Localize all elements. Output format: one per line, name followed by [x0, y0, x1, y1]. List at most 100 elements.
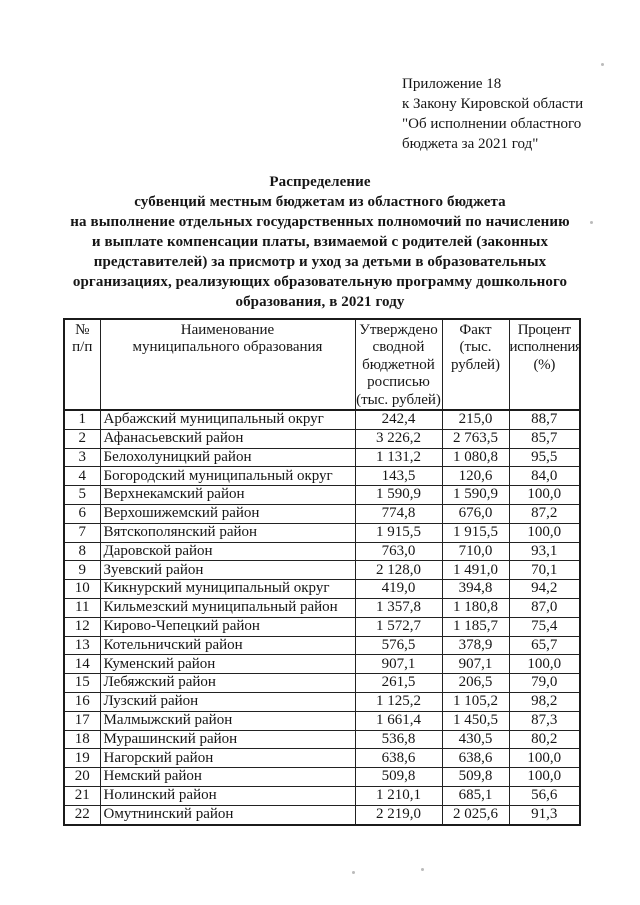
- municipality-name-cell: Кирово-Чепецкий район: [99, 616, 356, 637]
- row-number-cell: 19: [63, 748, 101, 769]
- approved-amount-cell: 419,0: [354, 579, 443, 599]
- percent-cell: 75,4: [508, 616, 581, 637]
- percent-cell: 84,0: [508, 466, 581, 487]
- table-row: 13 Котельничский район 576,5 378,9 65,7: [63, 635, 581, 656]
- fact-amount-cell: 120,6: [441, 466, 510, 487]
- municipality-name-cell: Кильмезский муниципальный район: [99, 598, 356, 618]
- row-number-cell: 18: [63, 729, 101, 750]
- row-number-cell: 1: [63, 409, 101, 430]
- approved-amount-cell: 509,8: [354, 767, 443, 787]
- percent-cell: 100,0: [508, 485, 581, 506]
- row-number-cell: 22: [63, 804, 101, 826]
- table-body: 1 Арбажский муниципальный округ 242,4 21…: [63, 409, 581, 826]
- row-number-cell: 16: [63, 691, 101, 712]
- approved-amount-cell: 1 572,7: [354, 616, 443, 637]
- table-row: 5 Верхнекамский район 1 590,9 1 590,9 10…: [63, 485, 581, 506]
- header-execution-percent: Процент исполнения (%): [508, 318, 581, 412]
- header-approved-budget: Утверждено сводной бюджетной росписью (т…: [354, 318, 443, 412]
- approved-amount-cell: 242,4: [354, 409, 443, 430]
- municipality-name-cell: Лузский район: [99, 691, 356, 712]
- table-row: 4 Богородский муниципальный округ 143,5 …: [63, 466, 581, 487]
- approved-amount-cell: 907,1: [354, 654, 443, 675]
- scan-speck: [590, 221, 593, 224]
- municipality-name-cell: Белохолуницкий район: [99, 447, 356, 468]
- approved-amount-cell: 1 125,2: [354, 691, 443, 712]
- row-number-cell: 13: [63, 635, 101, 656]
- table-row: 17 Малмыжский район 1 661,4 1 450,5 87,3: [63, 710, 581, 731]
- fact-amount-cell: 1 915,5: [441, 522, 510, 543]
- row-number-cell: 2: [63, 428, 101, 449]
- row-number-cell: 4: [63, 466, 101, 487]
- subvention-distribution-table: № п/п Наименование муниципального образо…: [63, 318, 581, 826]
- fact-amount-cell: 509,8: [441, 767, 510, 787]
- percent-cell: 56,6: [508, 785, 581, 806]
- percent-cell: 100,0: [508, 522, 581, 543]
- fact-amount-cell: 215,0: [441, 409, 510, 430]
- percent-cell: 65,7: [508, 635, 581, 656]
- table-row: 2 Афанасьевский район 3 226,2 2 763,5 85…: [63, 428, 581, 449]
- percent-cell: 87,0: [508, 598, 581, 618]
- fact-amount-cell: 907,1: [441, 654, 510, 675]
- header-fact-amount: Факт (тыс. рублей): [441, 318, 510, 412]
- municipality-name-cell: Малмыжский район: [99, 710, 356, 731]
- municipality-name-cell: Зуевский район: [99, 560, 356, 581]
- fact-amount-cell: 378,9: [441, 635, 510, 656]
- row-number-cell: 5: [63, 485, 101, 506]
- municipality-name-cell: Немский район: [99, 767, 356, 787]
- municipality-name-cell: Вятскополянский район: [99, 522, 356, 543]
- approved-amount-cell: 1 915,5: [354, 522, 443, 543]
- table-row: 19 Нагорский район 638,6 638,6 100,0: [63, 748, 581, 769]
- approved-amount-cell: 774,8: [354, 504, 443, 524]
- percent-cell: 100,0: [508, 654, 581, 675]
- table-row: 21 Нолинский район 1 210,1 685,1 56,6: [63, 785, 581, 806]
- fact-amount-cell: 430,5: [441, 729, 510, 750]
- table-row: 7 Вятскополянский район 1 915,5 1 915,5 …: [63, 522, 581, 543]
- percent-cell: 87,2: [508, 504, 581, 524]
- approved-amount-cell: 1 131,2: [354, 447, 443, 468]
- annex-reference: Приложение 18 к Закону Кировской области…: [402, 76, 584, 152]
- percent-cell: 80,2: [508, 729, 581, 750]
- municipality-name-cell: Нагорский район: [99, 748, 356, 769]
- municipality-name-cell: Арбажский муниципальный округ: [99, 409, 356, 430]
- approved-amount-cell: 1 661,4: [354, 710, 443, 731]
- percent-cell: 70,1: [508, 560, 581, 581]
- table-row: 6 Верхошижемский район 774,8 676,0 87,2: [63, 504, 581, 524]
- fact-amount-cell: 685,1: [441, 785, 510, 806]
- municipality-name-cell: Богородский муниципальный округ: [99, 466, 356, 487]
- table-row: 16 Лузский район 1 125,2 1 105,2 98,2: [63, 691, 581, 712]
- scan-speck: [421, 868, 424, 871]
- municipality-name-cell: Даровской район: [99, 541, 356, 562]
- row-number-cell: 3: [63, 447, 101, 468]
- percent-cell: 100,0: [508, 748, 581, 769]
- municipality-name-cell: Нолинский район: [99, 785, 356, 806]
- percent-cell: 95,5: [508, 447, 581, 468]
- row-number-cell: 17: [63, 710, 101, 731]
- table-header-row: № п/п Наименование муниципального образо…: [63, 318, 581, 412]
- header-municipality-name: Наименование муниципального образования: [99, 318, 356, 412]
- approved-amount-cell: 3 226,2: [354, 428, 443, 449]
- municipality-name-cell: Верхошижемский район: [99, 504, 356, 524]
- municipality-name-cell: Омутнинский район: [99, 804, 356, 826]
- approved-amount-cell: 638,6: [354, 748, 443, 769]
- approved-amount-cell: 1 210,1: [354, 785, 443, 806]
- municipality-name-cell: Кикнурский муниципальный округ: [99, 579, 356, 599]
- percent-cell: 100,0: [508, 767, 581, 787]
- fact-amount-cell: 2 763,5: [441, 428, 510, 449]
- municipality-name-cell: Афанасьевский район: [99, 428, 356, 449]
- row-number-cell: 6: [63, 504, 101, 524]
- fact-amount-cell: 1 105,2: [441, 691, 510, 712]
- approved-amount-cell: 536,8: [354, 729, 443, 750]
- table-row: 20 Немский район 509,8 509,8 100,0: [63, 767, 581, 787]
- table-row: 15 Лебяжский район 261,5 206,5 79,0: [63, 673, 581, 693]
- row-number-cell: 8: [63, 541, 101, 562]
- approved-amount-cell: 143,5: [354, 466, 443, 487]
- table-row: 12 Кирово-Чепецкий район 1 572,7 1 185,7…: [63, 616, 581, 637]
- row-number-cell: 12: [63, 616, 101, 637]
- fact-amount-cell: 206,5: [441, 673, 510, 693]
- percent-cell: 98,2: [508, 691, 581, 712]
- table-row: 8 Даровской район 763,0 710,0 93,1: [63, 541, 581, 562]
- percent-cell: 85,7: [508, 428, 581, 449]
- municipality-name-cell: Куменский район: [99, 654, 356, 675]
- fact-amount-cell: 638,6: [441, 748, 510, 769]
